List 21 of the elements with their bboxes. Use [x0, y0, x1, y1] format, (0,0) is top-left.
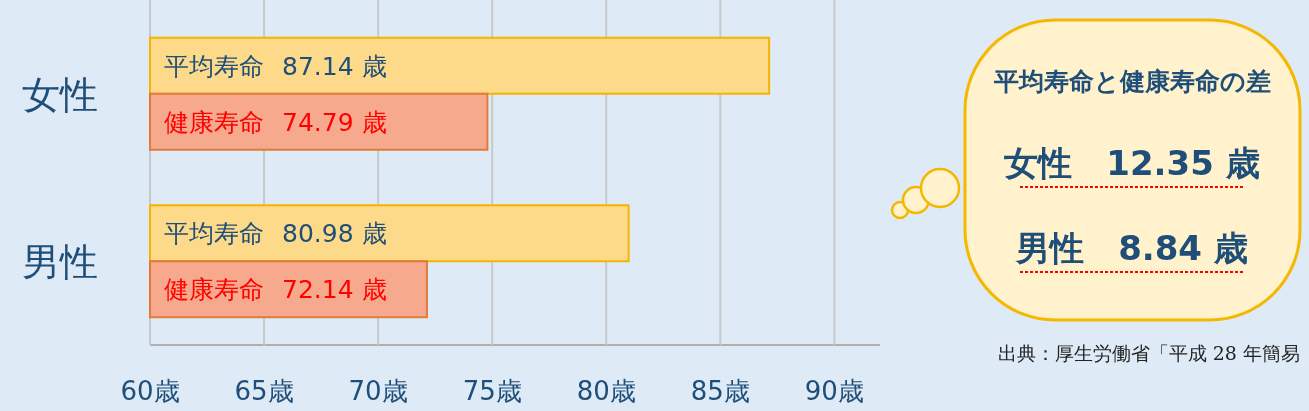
x-tick-label: 85歳 [690, 376, 750, 406]
text: 男性 8.84 歳 [1015, 228, 1248, 268]
series-label: 平均寿命 [164, 51, 264, 81]
text: 平均寿命 [164, 219, 264, 249]
data-label: 74.79 歳 [282, 107, 387, 137]
x-tick-label: 70歳 [348, 376, 408, 406]
y-tick-label: 女性 [22, 72, 98, 117]
data-label: 87.14 歳 [282, 51, 387, 81]
x-tick-label: 75歳 [462, 376, 522, 406]
x-tick-label: 60歳 [120, 376, 180, 406]
text: 平均寿命と健康寿命の差 [992, 67, 1271, 96]
series-label: 健康寿命 [164, 107, 264, 137]
x-tick-label: 80歳 [576, 376, 636, 406]
text: 女性 12.35 歳 [1003, 143, 1260, 183]
text: 健康寿命 [164, 275, 264, 305]
y-tick-label: 男性 [22, 240, 98, 285]
data-label: 72.14 歳 [282, 275, 387, 305]
source-note: 出典：厚生労働省「平成 28 年簡易 [997, 342, 1300, 364]
data-label: 80.98 歳 [282, 219, 387, 249]
x-tick-label: 65歳 [234, 376, 294, 406]
x-tick-label: 90歳 [804, 376, 864, 406]
